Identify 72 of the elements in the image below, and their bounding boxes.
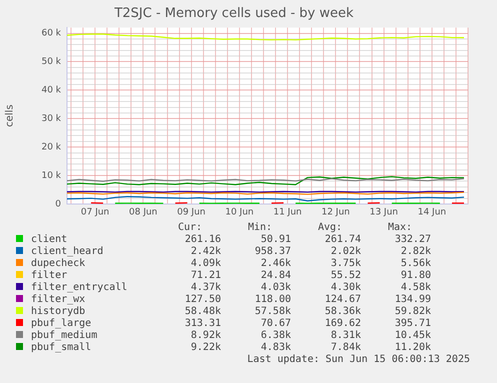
- y-axis-title: cells: [4, 104, 16, 128]
- text: 2.46k: [260, 258, 292, 270]
- text: 2.42k: [190, 246, 222, 258]
- text: 169.62: [324, 318, 362, 330]
- y-tick-label: 0: [55, 199, 62, 210]
- legend-label: dupecheck: [30, 258, 86, 270]
- y-tick-label: 50 k: [41, 57, 62, 68]
- x-tick-label: 12 Jun: [321, 208, 350, 218]
- y-tick-label: 10 k: [41, 170, 62, 181]
- y-tick-label: 30 k: [41, 114, 62, 124]
- text: 313.31: [184, 318, 222, 330]
- text: 6.38k: [260, 330, 292, 342]
- text: Max:: [386, 222, 414, 234]
- text: 7.84k: [330, 342, 362, 354]
- text: 11.20k: [394, 342, 432, 354]
- text: 57.58k: [254, 306, 292, 318]
- x-tick-label: 14 Jun: [418, 208, 446, 218]
- text: 4.09k: [190, 258, 222, 270]
- y-tick-label: 20 k: [41, 142, 62, 152]
- text: 3.75k: [330, 258, 362, 270]
- x-tick-label: 10 Jun: [225, 208, 254, 218]
- legend-label: pbuf_large: [30, 318, 92, 330]
- text: 58.36k: [324, 306, 362, 318]
- x-tick-label: 08 Jun: [128, 208, 158, 218]
- text: 55.52: [330, 270, 362, 282]
- text: 395.71: [394, 318, 432, 330]
- text: 8.31k: [330, 330, 362, 342]
- text: 118.00: [254, 294, 292, 306]
- text: 332.27: [394, 234, 432, 246]
- y-tick-label: 40 k: [41, 86, 62, 96]
- legend-label: pbuf_medium: [30, 330, 98, 342]
- text: 127.50: [184, 294, 222, 306]
- text: 71.21: [190, 270, 222, 282]
- text: 4.58k: [400, 282, 432, 294]
- legend-label: client: [30, 234, 68, 246]
- x-tick-label: 13 Jun: [370, 208, 398, 218]
- x-tick-label: 09 Jun: [177, 208, 206, 218]
- text: Cur:: [176, 222, 204, 234]
- text: 24.84: [260, 270, 292, 282]
- legend-label: pbuf_small: [30, 342, 92, 354]
- text: 124.67: [324, 294, 362, 306]
- text: 2.82k: [400, 246, 432, 258]
- y-tick-label: 60 k: [41, 28, 62, 39]
- text: 261.16: [184, 234, 222, 246]
- x-tick-label: 11 Jun: [273, 208, 302, 218]
- text: 59.82k: [394, 306, 432, 318]
- text: 2.02k: [330, 246, 362, 258]
- text: Avg:: [316, 222, 344, 234]
- text: 4.37k: [190, 282, 222, 294]
- text: 5.56k: [400, 258, 432, 270]
- text: 10.45k: [394, 330, 432, 342]
- text: Min:: [246, 222, 274, 234]
- text: 4.83k: [260, 342, 292, 354]
- text: 91.80: [400, 270, 432, 282]
- legend-label: filter_entrycall: [30, 282, 128, 294]
- legend-label: historydb: [30, 306, 86, 318]
- text: 4.03k: [260, 282, 292, 294]
- text: 50.91: [260, 234, 292, 246]
- legend-label: filter: [30, 270, 68, 282]
- text: Last update: Sun Jun 15 06:00:13 2025: [246, 354, 470, 366]
- text: 70.67: [260, 318, 292, 330]
- text: 8.92k: [190, 330, 222, 342]
- legend-label: filter_wx: [30, 294, 86, 306]
- chart-title: T2SJC - Memory cells used - by week: [113, 6, 354, 22]
- text: 58.48k: [184, 306, 222, 318]
- x-tick-label: 07 Jun: [80, 208, 110, 218]
- text: 261.74: [324, 234, 362, 246]
- text: 4.30k: [330, 282, 362, 294]
- legend-label: client_heard: [30, 246, 104, 258]
- text: 958.37: [254, 246, 292, 258]
- text: 9.22k: [190, 342, 222, 354]
- text: 134.99: [394, 294, 432, 306]
